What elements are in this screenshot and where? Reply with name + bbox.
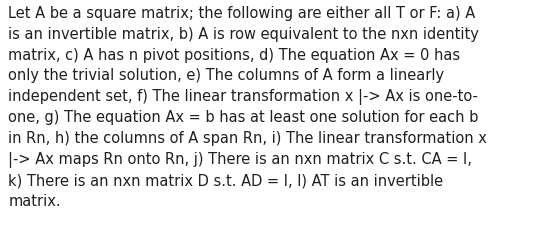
Text: Let A be a square matrix; the following are either all T or F: a) A
is an invert: Let A be a square matrix; the following … (8, 6, 487, 208)
